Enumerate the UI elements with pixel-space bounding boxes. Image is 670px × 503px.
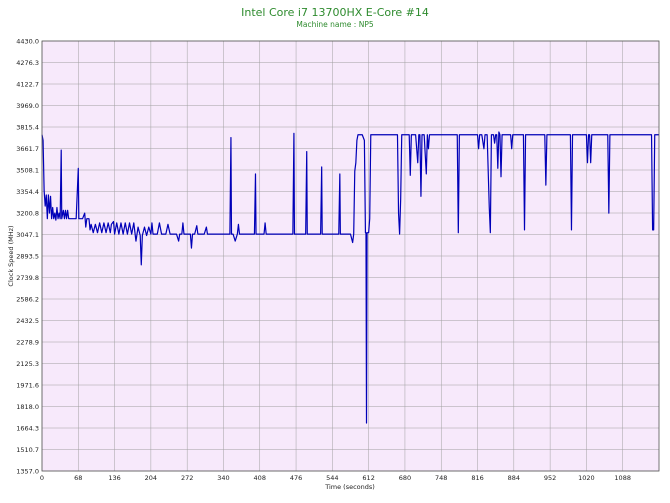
y-tick-label: 4122.7 [16, 80, 39, 88]
x-tick-label: 952 [544, 474, 556, 482]
y-tick-label: 4430.0 [16, 37, 39, 45]
y-tick-label: 1357.0 [16, 467, 39, 475]
x-axis-label: Time (seconds) [324, 483, 375, 491]
y-tick-label: 2739.8 [16, 274, 39, 282]
y-tick-label: 4276.3 [16, 59, 39, 67]
y-tick-label: 3661.7 [16, 145, 39, 153]
x-tick-label: 680 [399, 474, 411, 482]
y-tick-label: 2586.2 [16, 295, 39, 303]
y-tick-label: 3969.0 [16, 102, 39, 110]
x-tick-label: 612 [362, 474, 374, 482]
y-tick-label: 2125.3 [16, 360, 39, 368]
x-tick-label: 748 [435, 474, 447, 482]
series-line [41, 131, 659, 424]
y-tick-label: 3354.4 [16, 188, 39, 196]
x-tick-label: 544 [326, 474, 338, 482]
y-axis-label: Clock Speed (MHz) [7, 225, 15, 286]
y-tick-label: 1510.7 [16, 446, 39, 454]
x-tick-label: 1088 [614, 474, 631, 482]
y-tick-label: 2432.5 [16, 317, 39, 325]
x-tick-label: 884 [508, 474, 520, 482]
y-tick-label: 3508.1 [16, 166, 39, 174]
y-tick-label: 2893.5 [16, 252, 39, 260]
y-tick-label: 2278.9 [16, 338, 39, 346]
chart-subtitle: Machine name : NP5 [296, 20, 373, 29]
y-tick-label: 1818.0 [16, 403, 39, 411]
x-tick-label: 272 [181, 474, 193, 482]
y-tick-label: 3047.1 [16, 231, 39, 239]
x-axis-ticks: 0 68 136 204 272 340 408 476 544 612 680 748 816 884 9… [40, 474, 631, 482]
x-tick-label: 1020 [578, 474, 595, 482]
chart-title: Intel Core i7 13700HX E-Core #14 [241, 6, 429, 19]
y-tick-label: 1971.6 [16, 381, 39, 389]
grid-lines [41, 40, 659, 472]
x-tick-label: 136 [108, 474, 120, 482]
x-tick-label: 408 [254, 474, 266, 482]
x-tick-label: 476 [290, 474, 302, 482]
y-axis-ticks: 4430.0 4276.3 4122.7 3969.0 3815.4 3661.7 3508… [16, 37, 39, 475]
x-tick-label: 816 [471, 474, 483, 482]
y-tick-label: 3815.4 [16, 123, 39, 131]
x-tick-label: 0 [40, 474, 44, 482]
x-tick-label: 340 [217, 474, 229, 482]
y-tick-label: 3200.8 [16, 209, 39, 217]
plot-border [41, 40, 660, 472]
y-tick-label: 1664.3 [16, 424, 39, 432]
x-tick-label: 204 [145, 474, 157, 482]
x-tick-label: 68 [74, 474, 82, 482]
